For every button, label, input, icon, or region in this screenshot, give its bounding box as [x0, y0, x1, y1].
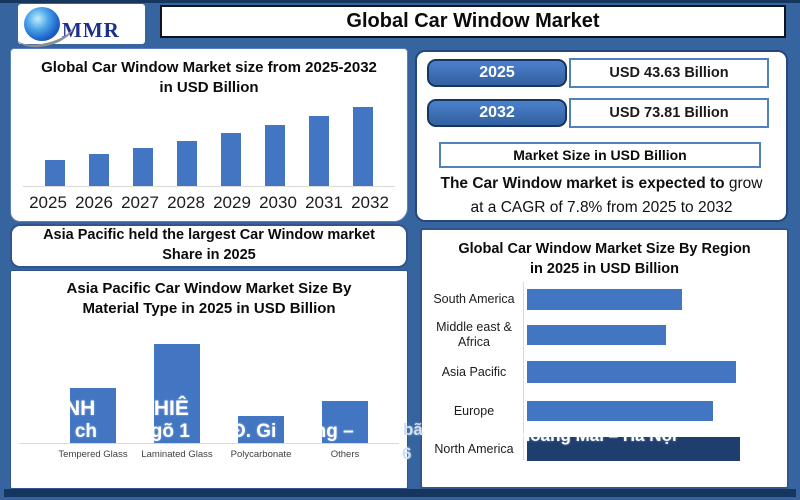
- watermark-fragment: Địa ch: [40, 421, 98, 442]
- region-row-middle-east-africa: Middle east & Africa: [430, 317, 781, 352]
- cagr-normal-text: grow: [724, 175, 763, 192]
- bar-north-america: [527, 437, 740, 461]
- x-tick-label: 2031: [305, 193, 343, 212]
- bar-2028: [177, 141, 197, 186]
- top-frame-band: [0, 0, 800, 3]
- region-row-north-america: North America: [430, 430, 781, 468]
- bar-europe: [527, 401, 713, 421]
- bar-others: [322, 401, 368, 443]
- bar-2026: [89, 154, 109, 186]
- watermark-fragment: KÍNH: [44, 397, 96, 420]
- growth-chart-panel: Global Car Window Market size from 2025-…: [10, 48, 408, 222]
- region-label: Asia Pacific: [441, 364, 507, 379]
- page-title: Global Car Window Market: [346, 10, 600, 32]
- watermark-fragment: THIÊ: [141, 397, 189, 420]
- year-2025-label: 2025: [479, 64, 515, 81]
- watermark-fragment: 6: [402, 444, 412, 463]
- bottom-frame-band: [4, 489, 796, 497]
- value-2025-label: USD 43.63 Billion: [609, 65, 729, 81]
- asia-pacific-banner-text: Asia Pacific held the largest Car Window…: [43, 227, 375, 263]
- bar-2027: [133, 148, 153, 186]
- year-2032-pill: 2032: [427, 99, 567, 127]
- cagr-statement: The Car Window market is expected to gro…: [417, 172, 786, 220]
- market-size-unit-label: Market Size in USD Billion: [513, 147, 687, 163]
- x-tick-label: 2025: [29, 193, 67, 212]
- material-chart-title: Asia Pacific Car Window Market Size By M…: [66, 280, 352, 318]
- bar-2029: [221, 133, 241, 186]
- year-2032-label: 2032: [479, 104, 515, 121]
- region-row-south-america: South America: [430, 282, 781, 317]
- cagr-bold-text: The Car Window market is expected to: [440, 175, 725, 192]
- x-tick-label: 2029: [213, 193, 251, 212]
- region-y-axis-line: [523, 282, 524, 460]
- region-bar-chart: South America Middle east & Africa Asia …: [430, 282, 781, 468]
- region-chart-title: Global Car Window Market Size By Region …: [458, 241, 751, 277]
- cagr-line-1: The Car Window market is expected to gro…: [417, 172, 786, 196]
- region-row-asia-pacific: Asia Pacific: [430, 352, 781, 392]
- watermark-fragment: òng –: [303, 421, 354, 442]
- watermark-fragment: Hoàng Mai – Hà Nội: [518, 426, 677, 445]
- growth-bar-chart: [23, 85, 395, 187]
- bar-tempered-glass: [70, 388, 116, 443]
- value-2032-box: USD 73.81 Billion: [569, 98, 769, 128]
- bar-2030: [265, 125, 285, 186]
- material-x-axis-labels: Tempered Glass Laminated Glass Polycarbo…: [19, 449, 399, 460]
- mmr-logo: MMR: [18, 4, 145, 44]
- bar-2031: [309, 116, 329, 186]
- asia-pacific-banner: Asia Pacific held the largest Car Window…: [10, 224, 408, 268]
- x-tick-label: 2032: [351, 193, 389, 212]
- x-tick-label: 2027: [121, 193, 159, 212]
- region-chart-panel: Global Car Window Market Size By Region …: [420, 228, 789, 489]
- globe-icon: [24, 7, 60, 41]
- region-label: South America: [433, 292, 515, 307]
- watermark-fragment: bã: [403, 420, 423, 439]
- x-tick-label: Laminated Glass: [141, 449, 213, 460]
- region-row-europe: Europe: [430, 392, 781, 430]
- region-label: Middle east & Africa: [436, 320, 512, 349]
- year-2025-pill: 2025: [427, 59, 567, 87]
- x-tick-label: 2028: [167, 193, 205, 212]
- value-2032-label: USD 73.81 Billion: [609, 105, 729, 121]
- x-tick-label: Polycarbonate: [230, 449, 292, 460]
- x-tick-label: Others: [330, 449, 360, 460]
- x-tick-label: 2026: [75, 193, 113, 212]
- bar-laminated-glass: [154, 344, 200, 443]
- region-label: North America: [434, 441, 514, 456]
- x-tick-label: Tempered Glass: [58, 449, 128, 460]
- watermark-fragment: Ngõ 1: [137, 421, 190, 442]
- bar-south-america: [527, 289, 682, 310]
- growth-x-axis-labels: 2025 2026 2027 2028 2029 2030 2031 2032: [23, 193, 395, 213]
- x-tick-label: 2030: [259, 193, 297, 212]
- material-chart-panel: Asia Pacific Car Window Market Size By M…: [10, 270, 408, 489]
- region-label: Europe: [453, 403, 495, 418]
- bar-2032: [353, 107, 373, 186]
- material-bar-chart: [19, 322, 399, 444]
- cagr-line-2: at a CAGR of 7.8% from 2025 to 2032: [470, 199, 733, 217]
- bar-middle-east-africa: [527, 324, 666, 345]
- bar-polycarbonate: [238, 416, 284, 443]
- market-size-unit-box: Market Size in USD Billion: [439, 142, 761, 168]
- bar-2025: [45, 160, 65, 186]
- watermark-fragment: Đ. Gi: [232, 421, 277, 442]
- page-title-box: Global Car Window Market: [160, 5, 786, 38]
- bar-asia-pacific: [527, 361, 736, 383]
- market-size-stats-panel: 2025 USD 43.63 Billion 2032 USD 73.81 Bi…: [415, 50, 788, 222]
- growth-chart-title: Global Car Window Market size from 2025-…: [41, 59, 377, 97]
- value-2025-box: USD 43.63 Billion: [569, 58, 769, 88]
